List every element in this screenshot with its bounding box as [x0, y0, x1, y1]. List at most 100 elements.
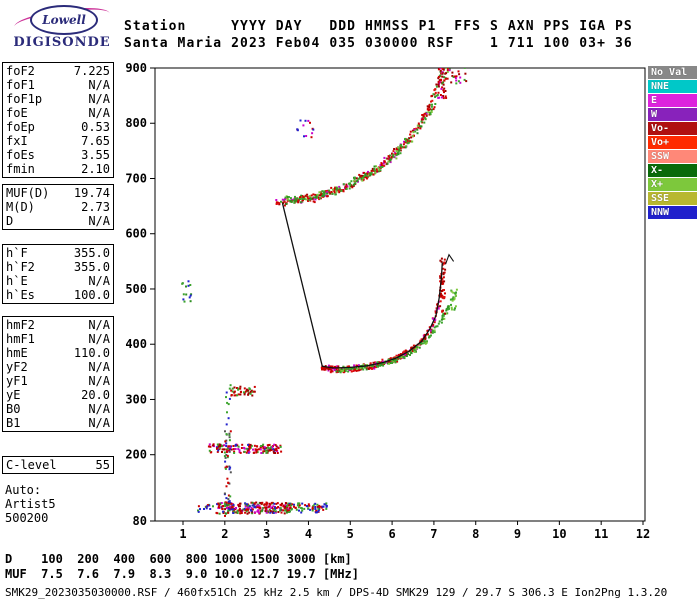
echo-dot: [355, 364, 358, 367]
echo-dot: [278, 507, 281, 510]
echo-dot: [229, 466, 232, 469]
echo-dot: [289, 504, 291, 507]
echo-dot: [226, 454, 229, 457]
param-row-foep: foEp 0.53: [6, 120, 110, 134]
echo-dot: [379, 169, 382, 172]
param-row-foe: foE N/A: [6, 106, 110, 120]
echo-dot: [443, 317, 446, 320]
echo-dot: [432, 317, 434, 320]
trace-f-x-asymptote: [450, 288, 458, 311]
echo-dot: [442, 314, 445, 317]
echo-dot: [360, 177, 363, 180]
echo-dot: [449, 62, 451, 64]
echo-dot: [444, 77, 447, 80]
echo-dot: [350, 180, 353, 183]
echo-dot: [293, 201, 296, 204]
echo-dot: [430, 331, 433, 334]
echo-dot: [197, 509, 199, 512]
echo-dot: [283, 204, 286, 207]
x-tick-label: 11: [594, 527, 608, 541]
echo-dot: [257, 509, 260, 512]
echo-dot: [442, 276, 445, 279]
param-value: 7.225: [73, 64, 110, 78]
echo-dot: [334, 365, 336, 368]
echo-dot: [337, 368, 340, 371]
echo-dot: [443, 87, 446, 90]
echo-dot: [342, 189, 345, 192]
echo-dot: [323, 503, 326, 506]
echo-dot: [284, 505, 287, 508]
echo-dot: [285, 502, 288, 505]
echo-dot: [222, 512, 225, 514]
echo-dot: [296, 504, 299, 507]
echo-dot: [331, 192, 334, 195]
echo-dot: [304, 119, 307, 122]
echo-dot: [227, 507, 230, 510]
echo-dot: [243, 393, 246, 396]
echo-dot: [225, 497, 228, 500]
echo-dot: [221, 505, 224, 508]
echo-dot: [208, 504, 211, 507]
echo-dot: [228, 450, 231, 453]
x-tick-label: 4: [305, 527, 312, 541]
param-label: foEp: [6, 120, 35, 134]
echo-dot: [352, 370, 355, 372]
echo-dot: [463, 78, 466, 81]
echo-dot: [422, 115, 425, 118]
echo-dot: [362, 171, 365, 174]
echo-dot: [405, 355, 408, 357]
y-tick-label: 80: [133, 514, 147, 528]
echo-dot: [382, 364, 385, 367]
echo-dot: [225, 453, 228, 456]
echo-dot: [391, 362, 394, 364]
echo-dot: [395, 148, 398, 151]
param-row-fxi: fxI 7.65: [6, 134, 110, 148]
echo-dot: [277, 202, 280, 205]
echo-dot: [226, 477, 229, 480]
echo-dot: [275, 507, 278, 510]
echo-dot: [455, 294, 457, 297]
echo-dot: [397, 146, 399, 149]
echo-dot: [227, 445, 230, 448]
echo-dot: [410, 136, 413, 139]
echo-dot: [349, 184, 352, 187]
param-label: hmF1: [6, 332, 35, 346]
echo-dot: [269, 503, 272, 506]
echo-dot: [249, 392, 252, 395]
echo-dot: [322, 192, 325, 195]
echo-dot: [394, 361, 397, 364]
echo-dot: [431, 331, 434, 334]
echo-dot: [341, 368, 343, 371]
echo-dot: [235, 507, 237, 509]
echo-dot: [384, 361, 386, 364]
echo-dot: [251, 512, 254, 515]
echo-dot: [359, 367, 362, 370]
echo-dot: [252, 448, 254, 451]
echo-dot: [394, 153, 397, 156]
logo-lowell-text: Lowell: [42, 13, 86, 27]
echo-dot: [224, 460, 227, 463]
echo-dot: [434, 91, 437, 94]
echo-dot: [369, 364, 372, 367]
echo-dot: [439, 300, 442, 303]
echo-dot: [236, 444, 239, 447]
echo-dot: [340, 189, 343, 192]
echo-dot: [237, 388, 240, 391]
echo-dot: [446, 70, 449, 73]
echo-dot: [325, 502, 328, 505]
echo-dot: [447, 68, 449, 70]
echo-dot: [407, 141, 410, 144]
echo-dot: [303, 135, 305, 138]
echo-dot: [433, 329, 436, 332]
echo-dot: [378, 168, 381, 171]
echo-dot: [286, 511, 288, 513]
param-group-6: Auto: Artist5 500200: [2, 482, 114, 526]
echo-dot: [437, 85, 440, 88]
echo-dot: [444, 292, 446, 295]
echo-dot: [288, 502, 291, 505]
echo-dot: [338, 367, 341, 370]
echo-dot: [395, 154, 398, 156]
echo-dot: [446, 306, 449, 309]
echo-dot: [266, 451, 269, 454]
echo-dot: [430, 329, 432, 332]
